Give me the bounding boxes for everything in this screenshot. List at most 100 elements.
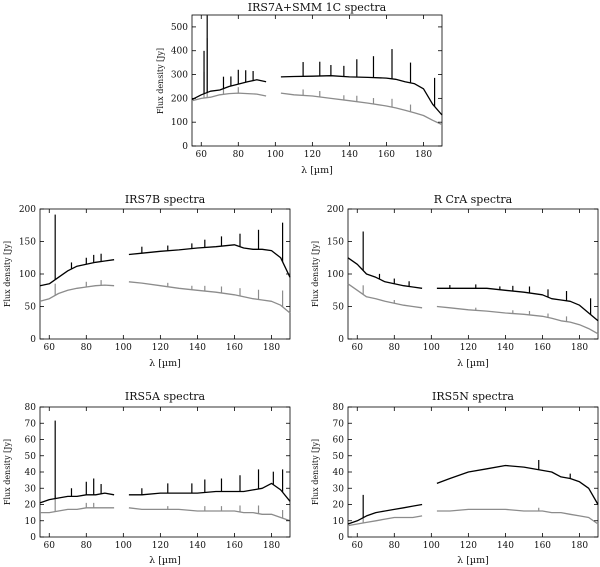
y-tick-label: 100 [327, 270, 344, 280]
series-gray [347, 507, 599, 527]
x-axis-label: λ [µm] [457, 555, 489, 566]
series-line [347, 283, 423, 309]
series-gray [347, 283, 599, 335]
panel-irs5n: IRS5N spectra λ [µm] Flux density [Jy] 6… [311, 390, 599, 566]
x-tick-label: 140 [341, 150, 358, 160]
series-black [39, 420, 291, 504]
x-tick-label: 140 [497, 541, 514, 551]
y-tick-label: 60 [333, 436, 345, 446]
y-tick-label: 70 [333, 419, 345, 429]
series-line [128, 244, 291, 278]
x-tick-label: 100 [267, 150, 284, 160]
x-tick-label: 80 [389, 541, 401, 551]
x-tick-label: 120 [460, 541, 477, 551]
x-tick-label: 160 [378, 150, 395, 160]
y-tick-label: 100 [19, 270, 36, 280]
y-tick-label: 50 [25, 452, 37, 462]
series-line [347, 515, 423, 527]
series-line [128, 482, 291, 502]
panel-title: IRS5N spectra [432, 390, 514, 403]
series-line [191, 79, 267, 101]
y-tick-label: 0 [338, 335, 344, 345]
x-tick-label: 180 [263, 541, 280, 551]
y-axis-label: Flux density [Jy] [3, 439, 12, 505]
y-tick-label: 80 [333, 403, 345, 413]
series-gray [40, 495, 291, 522]
panel-irs7a: IRS7A+SMM 1C spectra λ [µm] Flux density… [156, 1, 443, 176]
plot-frame [39, 406, 291, 538]
y-tick-label: 300 [171, 71, 188, 81]
y-tick-label: 70 [25, 419, 37, 429]
series-black [347, 231, 599, 322]
y-tick-label: 30 [333, 484, 345, 494]
series-black [191, 15, 443, 116]
y-tick-label: 20 [333, 501, 345, 511]
y-tick-label: 0 [30, 335, 36, 345]
x-tick-label: 120 [460, 343, 477, 353]
x-tick-label: 80 [233, 150, 245, 160]
series-line [39, 284, 115, 302]
x-axis-label: λ [µm] [457, 358, 489, 369]
x-tick-label: 60 [44, 541, 56, 551]
series-black [347, 459, 599, 525]
x-axis-label: λ [µm] [301, 165, 333, 176]
plot-frame [347, 406, 599, 538]
panel-title: R CrA spectra [434, 193, 513, 206]
y-tick-label: 30 [25, 484, 37, 494]
y-tick-label: 0 [338, 533, 344, 543]
series-line [128, 281, 291, 314]
y-tick-label: 50 [333, 303, 345, 313]
y-tick-label: 100 [171, 118, 188, 128]
x-tick-label: 180 [571, 541, 588, 551]
x-tick-label: 100 [115, 343, 132, 353]
series-line [436, 305, 599, 335]
plot-frame [191, 14, 443, 147]
x-tick-label: 140 [189, 541, 206, 551]
y-axis-label: Flux density [Jy] [156, 48, 165, 114]
series-line [347, 257, 423, 289]
y-axis-label: Flux density [Jy] [311, 439, 320, 505]
x-tick-label: 160 [226, 343, 243, 353]
y-tick-label: 200 [19, 205, 36, 215]
y-tick-label: 10 [25, 517, 37, 527]
y-tick-label: 80 [25, 403, 37, 413]
x-tick-label: 80 [81, 541, 93, 551]
y-tick-label: 20 [25, 501, 37, 511]
y-tick-label: 10 [333, 517, 345, 527]
y-tick-label: 0 [182, 142, 188, 152]
x-tick-label: 80 [81, 343, 93, 353]
series-gray [39, 280, 291, 314]
series-line [280, 92, 443, 126]
series-line [39, 259, 115, 287]
series-line [128, 507, 291, 522]
panel-title: IRS5A spectra [125, 390, 206, 403]
y-tick-label: 50 [25, 303, 37, 313]
x-tick-label: 120 [152, 343, 169, 353]
x-tick-label: 100 [115, 541, 132, 551]
y-tick-label: 40 [333, 468, 345, 478]
x-axis-label: λ [µm] [149, 358, 181, 369]
x-tick-label: 180 [263, 343, 280, 353]
y-tick-label: 150 [19, 238, 36, 248]
y-axis-label: Flux density [Jy] [311, 241, 320, 307]
y-tick-label: 0 [30, 533, 36, 543]
series-line [436, 464, 599, 505]
series-black [39, 214, 291, 287]
plot-frame [347, 208, 599, 340]
panel-title: IRS7A+SMM 1C spectra [248, 1, 387, 14]
x-tick-label: 180 [415, 150, 432, 160]
x-tick-label: 60 [352, 541, 364, 551]
y-tick-label: 200 [171, 94, 188, 104]
y-tick-label: 40 [25, 468, 37, 478]
series-line [436, 508, 599, 525]
plot-frame [39, 208, 291, 340]
x-tick-label: 140 [189, 343, 206, 353]
y-tick-label: 200 [327, 205, 344, 215]
panel-irs5a: IRS5A spectra λ [µm] Flux density [Jy] 6… [3, 390, 291, 566]
series-line [280, 75, 443, 116]
x-tick-label: 60 [44, 343, 56, 353]
x-tick-label: 120 [304, 150, 321, 160]
x-tick-label: 120 [152, 541, 169, 551]
x-tick-label: 180 [571, 343, 588, 353]
